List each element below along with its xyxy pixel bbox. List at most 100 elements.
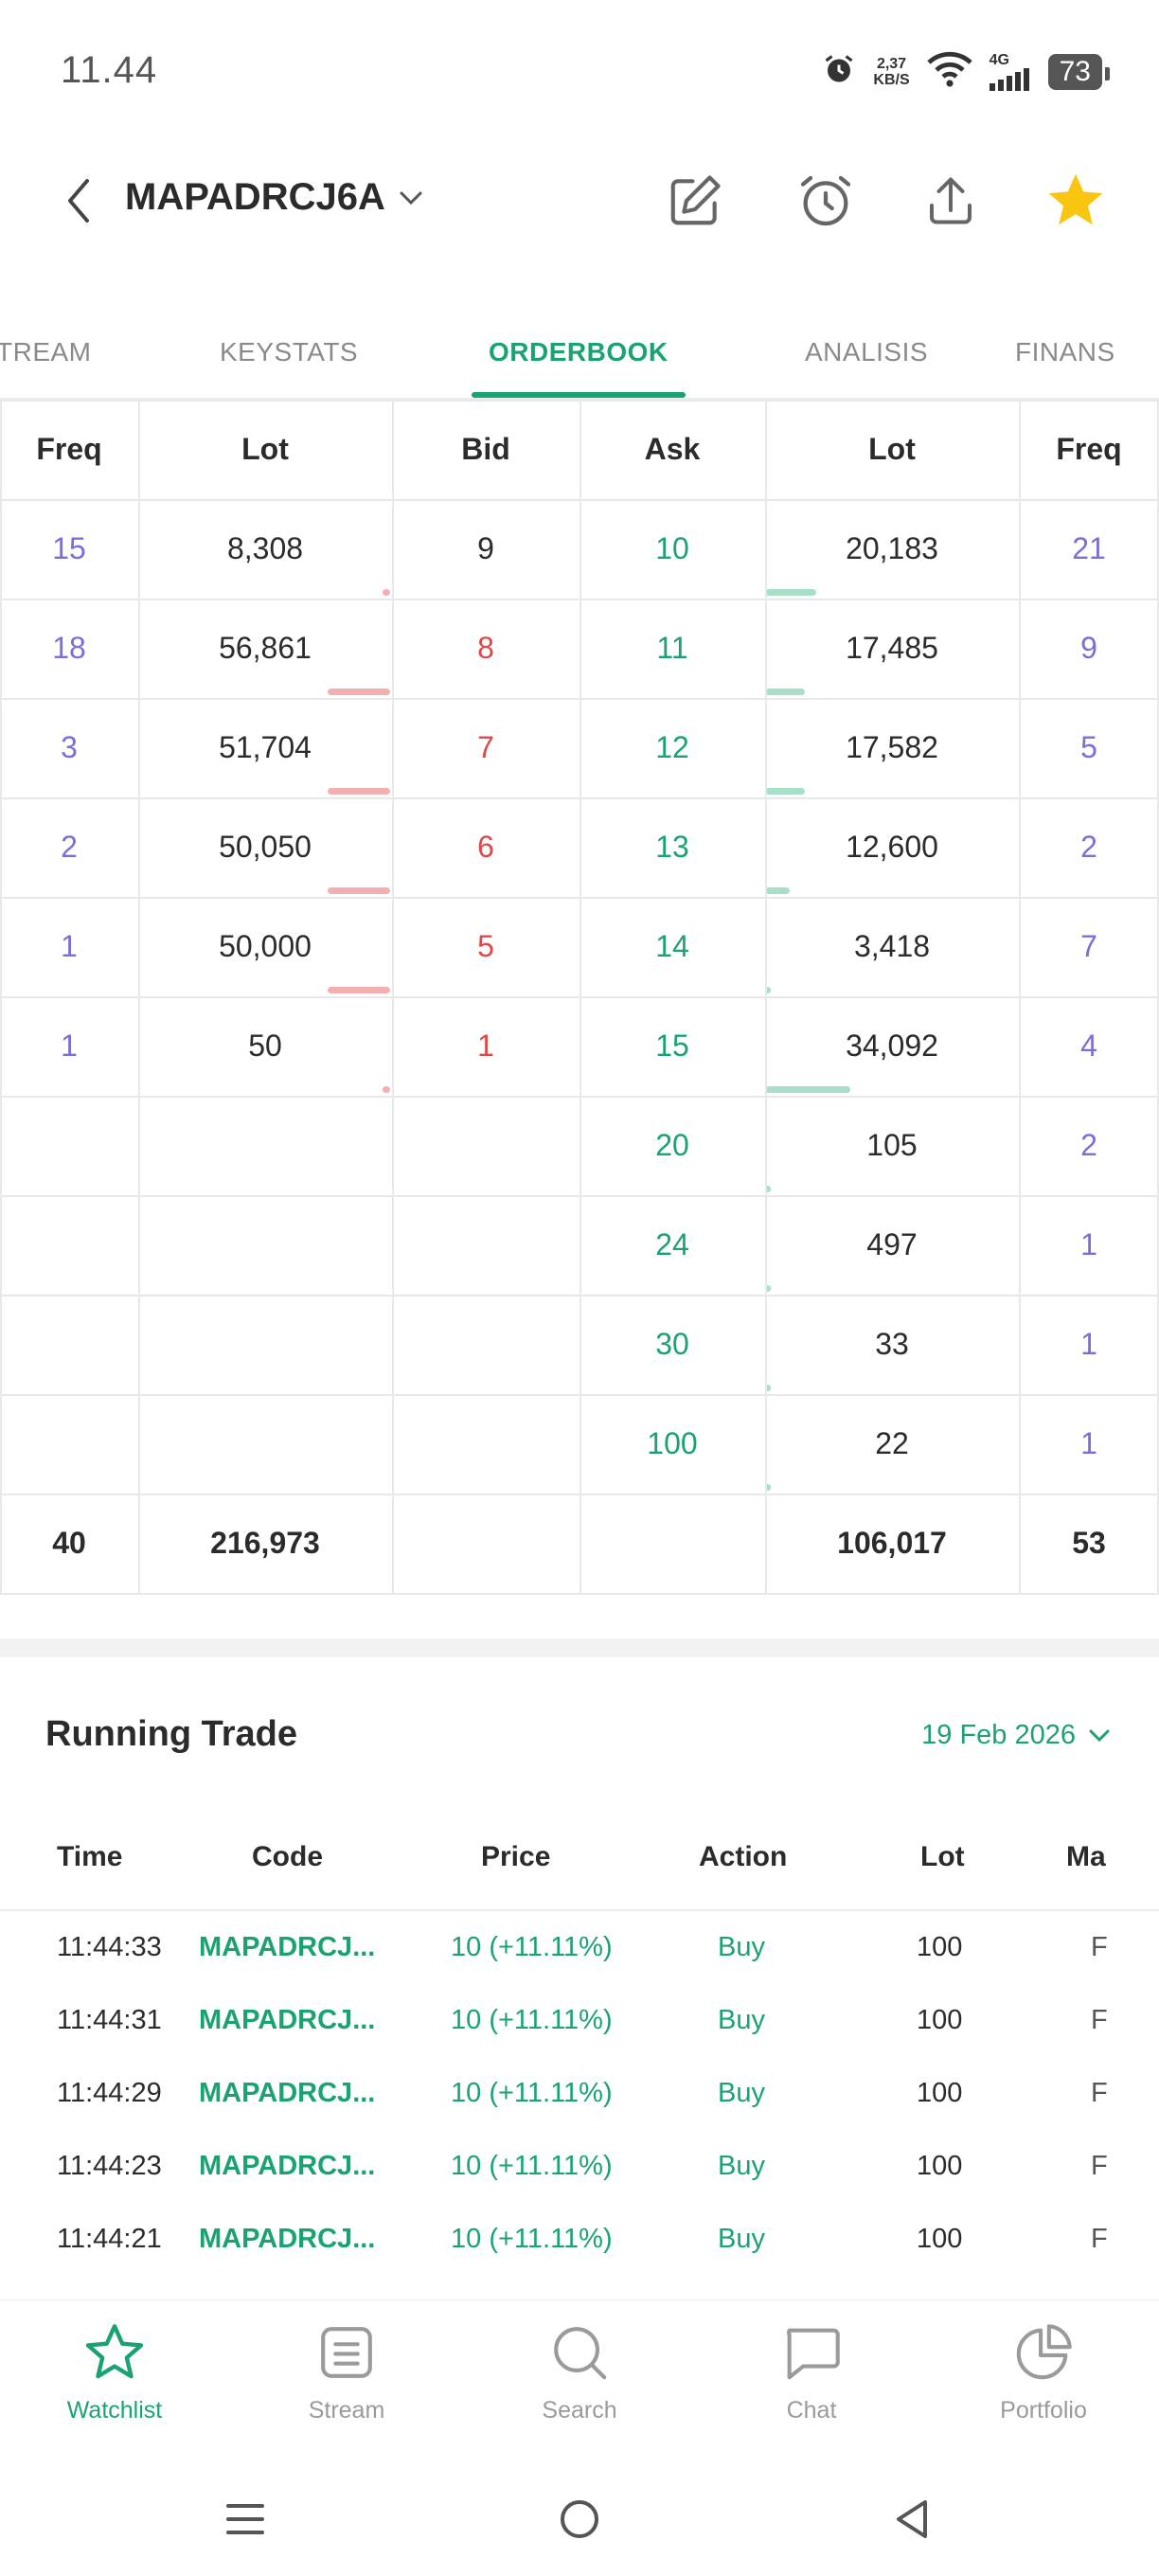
ask-price-cell[interactable]: 13 [655,830,689,864]
system-nav-bar [0,2462,1159,2576]
trade-row[interactable]: 11:44:33 MAPADRCJ... 10 (+11.11%) Buy 100 F [0,1932,1159,1970]
ask-price-cell[interactable]: 10 [655,531,689,565]
trade-price: 10 (+11.11%) [451,2005,613,2035]
trade-time: 11:44:21 [57,2224,162,2254]
trade-ma: F [1091,2151,1108,2181]
ask-freq-cell: 2 [1080,1128,1097,1162]
tab-finansial[interactable]: FINANS [1015,337,1115,367]
nav-chat[interactable]: Chat [717,2319,906,2424]
ask-price-cell[interactable]: 20 [655,1128,689,1162]
grid-line [0,1295,1159,1297]
ask-volume-bar [765,1285,771,1292]
nav-search[interactable]: Search [485,2319,674,2424]
ask-lot-cell: 497 [866,1227,918,1261]
bid-price-cell[interactable] [392,1096,580,1195]
bid-lot-cell [138,1394,392,1494]
home-icon [561,2500,598,2538]
bid-price-cell[interactable]: 7 [477,730,494,764]
trade-action: Buy [718,1932,765,1962]
bid-lot-cell: 50,050 [219,830,312,864]
chat-icon [787,2328,840,2380]
nav-watchlist[interactable]: Watchlist [20,2319,209,2424]
alarm-button[interactable] [788,163,864,239]
ask-volume-bar [765,887,790,894]
tabs-divider [0,398,1159,400]
tab-stream[interactable]: TREAM [0,337,92,367]
ask-price-cell[interactable]: 24 [655,1227,689,1261]
bid-price-cell[interactable]: 1 [477,1029,494,1063]
trade-row[interactable]: 11:44:31 MAPADRCJ... 10 (+11.11%) Buy 100 F [0,2005,1159,2043]
trade-action: Buy [718,2151,765,2181]
favorite-button[interactable] [1038,163,1114,239]
nav-stream[interactable]: Stream [252,2319,441,2424]
ask-lot-cell: 12,600 [846,830,938,864]
bid-price-cell[interactable]: 6 [477,830,494,864]
ask-price-cell[interactable]: 11 [656,631,688,665]
status-time: 11.44 [61,49,158,91]
system-back-button[interactable] [879,2491,945,2548]
active-tab-indicator [472,392,686,398]
pie-chart-icon [1016,2324,1072,2380]
chevron-down-icon [400,191,422,205]
edit-icon [670,175,721,225]
trade-row[interactable]: 11:44:21 MAPADRCJ... 10 (+11.11%) Buy 100 F [0,2224,1159,2262]
home-button[interactable] [546,2491,613,2548]
recent-apps-button[interactable] [212,2491,278,2548]
bid-price-cell[interactable]: 8 [477,631,494,665]
ask-lot-cell: 17,582 [846,730,938,764]
edit-button[interactable] [657,163,733,239]
bid-freq-cell: 3 [61,730,78,764]
trade-time: 11:44:23 [57,2151,162,2181]
ask-price-cell[interactable]: 14 [655,929,689,963]
star-icon [1048,173,1103,225]
status-icons: 2,37 KB/S 4G 73 [822,51,1111,92]
header-lot-ask: Lot [868,432,916,466]
grid-line [0,698,1159,700]
ask-volume-bar [765,1484,771,1491]
ask-freq-cell: 1 [1080,1227,1097,1261]
back-button[interactable] [55,172,102,229]
star-outline-icon [85,2324,144,2379]
tab-keystats[interactable]: KEYSTATS [220,337,359,367]
ask-lot-cell: 34,092 [846,1029,938,1063]
trade-code: MAPADRCJ... [199,2005,376,2035]
ask-freq-cell: 9 [1080,631,1097,665]
trade-code: MAPADRCJ... [199,2151,376,2181]
bid-lot-cell [138,1295,392,1394]
ask-price-cell[interactable]: 30 [655,1327,689,1361]
nav-portfolio[interactable]: Portfolio [949,2319,1138,2424]
ask-price-cell[interactable]: 100 [647,1426,698,1460]
total-lot-bid: 216,973 [210,1526,320,1560]
bid-price-cell[interactable]: 9 [477,531,494,565]
trade-price: 10 (+11.11%) [451,2151,613,2181]
date-selector[interactable]: 19 Feb 2026 [921,1720,1110,1751]
ask-volume-bar [765,1186,771,1192]
ask-freq-cell: 21 [1072,531,1106,565]
bid-freq-cell: 1 [61,1029,78,1063]
header-freq-ask: Freq [1056,432,1122,466]
tab-orderbook[interactable]: ORDERBOOK [489,337,669,367]
ask-price-cell[interactable]: 12 [655,730,689,764]
header-lot-bid: Lot [241,432,289,466]
trade-code: MAPADRCJ... [199,2078,376,2108]
ask-freq-cell: 1 [1080,1327,1097,1361]
ask-freq-cell: 7 [1080,929,1097,963]
bid-price-cell[interactable] [392,1394,580,1494]
alarm-icon [800,175,851,226]
share-button[interactable] [913,163,989,239]
alarm-status-icon [822,52,856,91]
bid-price-cell[interactable]: 5 [477,929,494,963]
ask-volume-bar [765,689,805,695]
total-freq-ask: 53 [1072,1526,1106,1560]
header-bid: Bid [461,432,510,466]
header-freq-bid: Freq [36,432,102,466]
tab-analisis[interactable]: ANALISIS [805,337,929,367]
bid-price-cell[interactable] [392,1195,580,1295]
ask-price-cell[interactable]: 15 [655,1029,689,1063]
stock-selector[interactable]: MAPADRCJ6A [125,176,423,219]
grid-line [0,1195,1159,1197]
trade-row[interactable]: 11:44:29 MAPADRCJ... 10 (+11.11%) Buy 100 F [0,2078,1159,2116]
bid-freq-cell [0,1195,138,1295]
trade-row[interactable]: 11:44:23 MAPADRCJ... 10 (+11.11%) Buy 100 F [0,2151,1159,2189]
bid-price-cell[interactable] [392,1295,580,1394]
